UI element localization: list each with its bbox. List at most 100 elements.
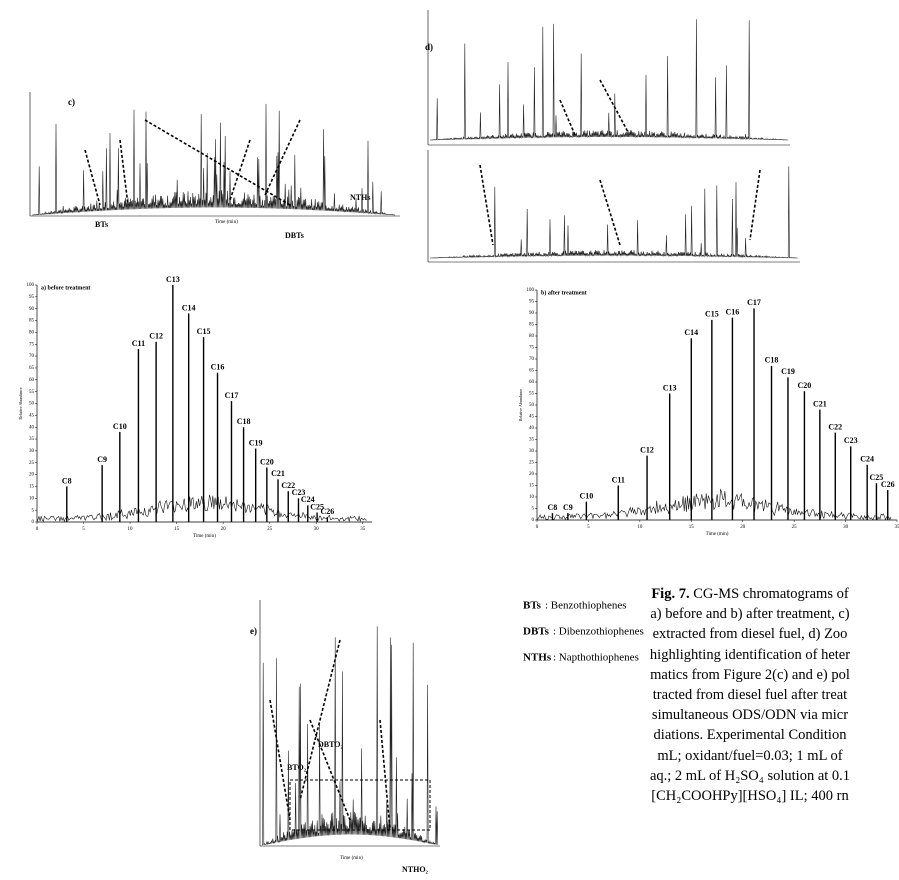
peak-label: C12 <box>640 445 654 454</box>
caption-text: mL; oxidant/fuel=0.03; 1 mL of <box>657 747 843 764</box>
y-tick-label: 85 <box>29 319 35 324</box>
peak-label: C8 <box>62 476 72 485</box>
arrow <box>119 139 129 206</box>
peak <box>668 393 671 520</box>
y-tick-label: 10 <box>29 496 35 501</box>
legend-text: : Napthothiophenes <box>553 652 639 664</box>
trace <box>430 166 798 259</box>
caption-line: diations. Experimental Condition <box>580 725 899 745</box>
y-tick-label: 60 <box>529 380 535 385</box>
y-tick-label: 55 <box>29 390 35 395</box>
caption-line: highlighting identification of heter <box>580 645 899 665</box>
peak-label: C10 <box>113 422 127 431</box>
panel-label: d) <box>425 42 433 52</box>
peak <box>119 431 121 522</box>
arrow <box>309 719 351 821</box>
x-tick-label: 0 <box>536 525 539 530</box>
caption-text: aq.; 2 mL of H₂SO₄ solution at 0.1 <box>649 767 851 784</box>
x-tick-label: 35 <box>895 525 899 530</box>
peak <box>316 512 318 522</box>
arrow <box>144 119 291 206</box>
caption-text: simultaneous ODS/ODN via micr <box>651 707 849 724</box>
y-tick-label: 10 <box>529 495 535 500</box>
x-tick-label: 35 <box>360 527 366 532</box>
x-tick-label: 0 <box>36 527 39 532</box>
arrow <box>559 99 576 136</box>
peak <box>819 409 821 520</box>
y-tick-label: 30 <box>529 449 535 454</box>
x-tick-label: 30 <box>314 527 320 532</box>
peak <box>66 486 68 522</box>
x-tick-label: 5 <box>587 525 590 530</box>
y-tick-label: 80 <box>29 331 35 336</box>
peak-label: C25 <box>870 473 884 482</box>
y-tick-label: 75 <box>529 346 535 351</box>
legend-text: : Benzothiophenes <box>545 600 627 612</box>
arrow <box>379 719 391 831</box>
group-label: BTs <box>95 220 108 229</box>
peak <box>585 501 588 520</box>
peak <box>887 490 889 520</box>
panel-label: e) <box>250 626 257 636</box>
y-axis-title: Relative Abundance <box>18 387 23 420</box>
x-tick-label: 15 <box>174 527 180 532</box>
peak <box>230 401 233 522</box>
y-tick-label: 5 <box>532 507 535 512</box>
arrow <box>599 179 621 246</box>
peak <box>187 313 190 522</box>
peak-label: C26 <box>881 480 895 489</box>
y-tick-label: 60 <box>29 378 35 383</box>
x-tick-label: 10 <box>637 525 643 530</box>
y-tick-label: 80 <box>529 334 535 339</box>
y-tick-label: 100 <box>527 288 535 293</box>
y-axis-title: Relative Abundance <box>518 389 523 422</box>
chromatogram: 0510152025303540455055606570758085909510… <box>518 288 899 537</box>
peak <box>551 513 554 520</box>
y-tick-label: 90 <box>529 311 535 316</box>
peak <box>690 338 692 520</box>
peak-label: C10 <box>579 491 593 500</box>
peak-label: C14 <box>182 303 196 312</box>
peak-label: C11 <box>132 339 145 348</box>
caption-line: simultaneous ODS/ODN via micr <box>580 705 899 725</box>
y-tick-label: 65 <box>529 369 535 374</box>
y-tick-label: 85 <box>529 323 535 328</box>
peak <box>254 448 257 522</box>
legend-abbr: NTHs <box>523 652 552 664</box>
peak-label: C14 <box>684 328 698 337</box>
y-tick-label: 55 <box>529 392 535 397</box>
peak-label: C13 <box>663 383 677 392</box>
peak-label: C15 <box>197 327 211 336</box>
group-label: BTO₂ <box>287 763 307 772</box>
peak-label: C12 <box>149 332 163 341</box>
peak-label: C22 <box>281 481 295 490</box>
peak <box>803 391 806 520</box>
peak <box>753 308 755 520</box>
y-tick-label: 45 <box>529 415 535 420</box>
peak <box>155 341 157 522</box>
peak-label: C9 <box>97 455 107 464</box>
peak <box>711 319 713 520</box>
trace <box>536 488 892 521</box>
peak-label: C18 <box>237 417 251 426</box>
y-tick-label: 50 <box>29 402 35 407</box>
x-tick-label: 25 <box>792 525 798 530</box>
peak-label: C20 <box>798 381 812 390</box>
peak <box>731 317 734 520</box>
group-label: DBTO₂ <box>318 740 344 749</box>
peak <box>866 464 868 520</box>
arrow <box>84 149 101 206</box>
caption-line: tracted from diesel fuel after treat <box>580 685 899 705</box>
peak-label: C20 <box>260 457 274 466</box>
group-label: NTHO₂ <box>402 865 429 874</box>
y-tick-label: 95 <box>529 300 535 305</box>
caption-text: extracted from diesel fuel, d) Zoo <box>652 626 848 643</box>
y-tick-label: 15 <box>529 484 535 489</box>
group-label: DBTs <box>285 231 304 240</box>
peak <box>326 517 329 522</box>
y-tick-label: 15 <box>29 485 35 490</box>
arrow <box>264 119 301 196</box>
y-tick-label: 25 <box>29 461 35 466</box>
caption-line: extracted from diesel fuel, d) Zoo <box>580 624 899 644</box>
peak <box>875 483 878 520</box>
